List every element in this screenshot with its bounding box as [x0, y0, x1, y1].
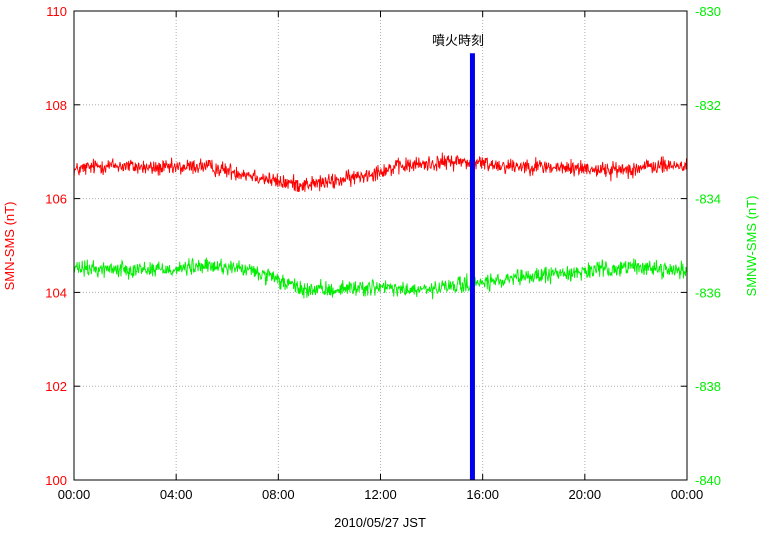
right-y-tick-label: -838: [695, 379, 721, 394]
right-y-axis-title: SMNW-SMS (nT): [744, 196, 759, 297]
smn-series-line: [73, 152, 688, 192]
x-tick-label: 16:00: [466, 487, 499, 502]
right-y-tick-label: -836: [695, 285, 721, 300]
left-y-tick-label: 110: [46, 4, 67, 19]
left-y-tick-label: 108: [45, 98, 67, 113]
right-y-tick-label: -840: [695, 473, 721, 488]
right-y-tick-label: -834: [695, 192, 721, 207]
x-tick-label: 12:00: [364, 487, 397, 502]
x-tick-label: 08:00: [262, 487, 295, 502]
right-y-tick-label: -830: [695, 4, 721, 19]
x-tick-label: 00:00: [58, 487, 91, 502]
x-tick-label: 20:00: [569, 487, 602, 502]
right-y-tick-label: -832: [695, 98, 721, 113]
left-y-tick-label: 100: [45, 473, 67, 488]
left-y-axis-title: SMN-SMS (nT): [2, 202, 17, 291]
smnw-series-line: [73, 257, 688, 300]
left-y-tick-label: 102: [45, 379, 67, 394]
x-axis-title: 2010/05/27 JST: [334, 515, 426, 530]
x-tick-label: 00:00: [671, 487, 704, 502]
x-tick-label: 04:00: [160, 487, 193, 502]
eruption-time-label: 噴火時刻: [432, 33, 484, 48]
left-y-tick-label: 106: [45, 192, 67, 207]
left-y-tick-label: 104: [45, 285, 67, 300]
